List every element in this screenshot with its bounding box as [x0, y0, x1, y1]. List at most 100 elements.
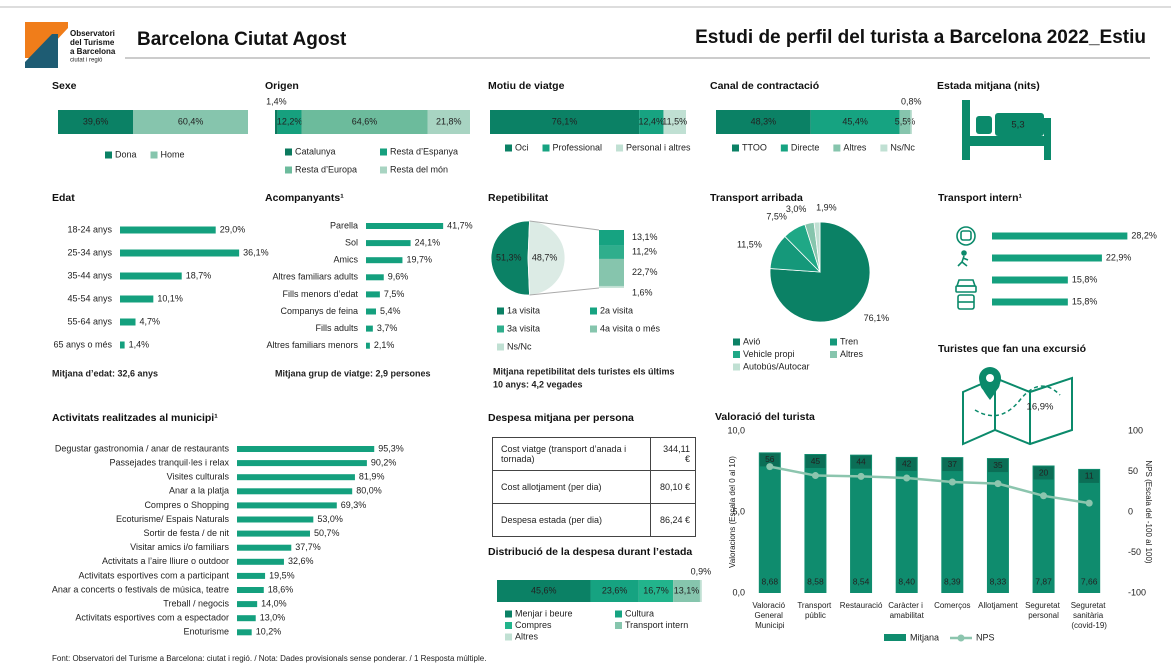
bar-segment	[699, 580, 702, 602]
page-subtitle: Estudi de perfil del turista a Barcelona…	[695, 27, 1146, 48]
value-label: 8,39	[944, 576, 961, 586]
table-cell: Cost viatge (transport d’anada i tornada…	[492, 437, 651, 471]
value-label: 53,0%	[317, 514, 343, 524]
x-tick-line: Transport	[797, 601, 833, 610]
category-label: 35-44 anys	[67, 270, 112, 280]
legend-swatch	[505, 633, 512, 641]
category-label: Parella	[330, 220, 358, 230]
table-cell: 344,11 €	[650, 437, 696, 471]
bar	[120, 341, 125, 349]
legend-swatch	[285, 148, 292, 156]
nps-marker	[903, 474, 911, 482]
x-tick-label: Restauració	[840, 601, 883, 610]
bar	[237, 587, 264, 593]
x-tick-label: Transport públic	[797, 601, 833, 620]
legend-label: Professional	[553, 142, 603, 152]
nps-label: 42	[902, 459, 912, 469]
legend-swatch	[590, 307, 597, 315]
value-label: 76,1%	[552, 116, 578, 126]
value-label: 76,1%	[864, 313, 890, 323]
legend-swatch	[380, 166, 387, 174]
y-tick-label: 0,0	[732, 587, 745, 597]
value-label: 16,7%	[643, 585, 669, 595]
x-tick-line: Comerços	[934, 601, 970, 610]
category-label: Treball / negocis	[163, 598, 229, 608]
value-label: 15,8%	[1072, 274, 1098, 284]
x-tick-line: (covid-19)	[1071, 621, 1107, 630]
legend-swatch	[615, 622, 622, 629]
x-tick-line: Caràcter i	[888, 601, 925, 610]
nps-label: 20	[1039, 467, 1049, 477]
bar	[986, 458, 1009, 593]
value-label: 1,6%	[632, 287, 653, 297]
category-label: Visitar amics i/o familiars	[130, 542, 229, 552]
chart-title: Estada mitjana (nits)	[937, 80, 1040, 92]
value-label: 7,87	[1035, 576, 1052, 586]
bar-segment	[133, 110, 248, 134]
value-label: 22,9%	[1106, 252, 1132, 262]
legend-label: Personal i altres	[626, 142, 691, 152]
table-title: Despesa mitjana per persona	[488, 412, 634, 424]
value-label: 8,68	[762, 576, 779, 586]
category-label: Degustar gastronomia / anar de restauran…	[55, 443, 230, 453]
legend-label: Resta del món	[390, 164, 448, 174]
bar	[366, 240, 411, 247]
bar-segment	[910, 110, 912, 134]
y-tick-label: 10,0	[727, 425, 745, 435]
nps-label: 11	[1085, 471, 1094, 481]
value-label: 21,8%	[436, 116, 462, 126]
bar	[237, 572, 266, 579]
bar	[758, 452, 781, 593]
legend-label: Menjar i beure	[515, 608, 573, 618]
value-label: 48,3%	[751, 116, 777, 126]
bar-segment	[590, 580, 639, 602]
value-label: 9,6%	[388, 272, 409, 282]
kpi-value: 5,3	[1011, 120, 1024, 131]
logo-blue	[25, 34, 58, 68]
value-label: 3,7%	[377, 323, 398, 333]
legend-label: TTOO	[742, 142, 767, 152]
value-label: 8,40	[898, 576, 915, 586]
bar	[237, 629, 252, 636]
x-tick-label: Seguretat sanitària (covid-19)	[1071, 601, 1108, 630]
bar	[237, 460, 367, 467]
legend-swatch	[616, 144, 624, 152]
chart-title: Repetibilitat	[488, 192, 549, 204]
legend-label: Mitjana	[910, 632, 939, 642]
legend-label: Altres	[515, 631, 539, 641]
value-label: 41,7%	[447, 220, 473, 230]
category-label: 25-34 anys	[67, 247, 112, 257]
bar	[120, 295, 154, 303]
value-label: 81,9%	[359, 472, 385, 482]
nps-marker	[994, 480, 1002, 488]
legend-label: Resta d’Europa	[295, 164, 357, 174]
logo-text: a Barcelona	[70, 47, 116, 56]
legend-label: Avió	[743, 336, 760, 346]
chart-title: Motiu de viatge	[488, 80, 565, 92]
legend-label: Oci	[515, 142, 529, 152]
chart-title: Acompanyants¹	[265, 192, 344, 204]
bar-segment	[716, 110, 811, 134]
value-label: 5,5%	[895, 116, 916, 126]
bar-segment	[427, 110, 470, 134]
legend-label: 1a visita	[507, 305, 540, 315]
bar	[941, 457, 964, 593]
category-label: 45-54 anys	[67, 293, 112, 303]
bar	[992, 254, 1102, 262]
category-label: Fills menors d’edat	[282, 289, 358, 299]
pie-slice	[527, 220, 566, 296]
y-axis-label: Valoracions (Escala del 0 al 10)	[728, 456, 737, 568]
bar-segment	[277, 110, 302, 134]
legend-label: 3a visita	[507, 323, 540, 333]
bar	[120, 318, 136, 326]
category-label: Fills adults	[315, 323, 358, 333]
x-tick-line: Seguretat	[1071, 601, 1108, 610]
x-tick-line: General	[754, 611, 785, 620]
table-cell: Cost allotjament (per dia)	[492, 470, 651, 504]
x-tick-line: Allotjament	[978, 601, 1018, 610]
bar	[1032, 465, 1055, 593]
value-label: 1,4%	[266, 96, 287, 106]
value-label: 14,0%	[261, 598, 287, 608]
y2-tick-label: 0	[1128, 506, 1133, 516]
value-label: 23,6%	[602, 585, 628, 595]
